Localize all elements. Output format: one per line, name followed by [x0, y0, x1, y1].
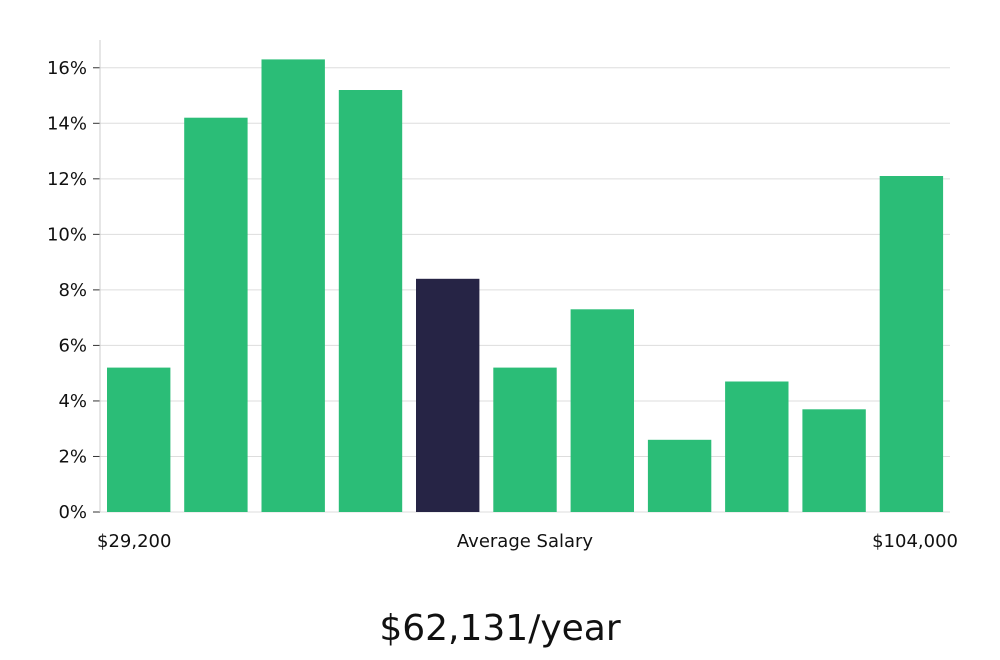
- bar: [570, 309, 634, 512]
- bars: [107, 59, 944, 513]
- bar: [338, 90, 403, 512]
- y-tick-label: 8%: [58, 280, 87, 301]
- y-tick-label: 6%: [58, 335, 87, 356]
- y-tick-label: 12%: [47, 169, 87, 190]
- x-label-average: Average Salary: [457, 531, 594, 552]
- y-tick-label: 10%: [47, 224, 87, 245]
- salary-histogram: 0% 2% 4% 6% 8% 10% 12% 14% 16% $29,200 Average S…: [47, 40, 958, 552]
- bar: [107, 367, 171, 512]
- bar: [493, 367, 557, 512]
- bar: [184, 117, 248, 512]
- y-tick-label: 16%: [47, 58, 87, 79]
- bar: [725, 381, 789, 512]
- y-axis-ticks: 0% 2% 4% 6% 8% 10% 12% 14% 16%: [47, 58, 100, 523]
- bar: [261, 59, 325, 513]
- y-tick-label: 0%: [58, 502, 87, 523]
- bar-average: [416, 278, 480, 512]
- bar: [802, 409, 866, 512]
- average-salary-value: $62,131/year: [379, 608, 621, 649]
- bar: [879, 176, 944, 512]
- bar: [647, 439, 712, 512]
- x-label-max: $104,000: [872, 531, 958, 552]
- y-tick-label: 14%: [47, 113, 87, 134]
- y-tick-label: 2%: [58, 446, 87, 467]
- x-label-min: $29,200: [97, 531, 171, 552]
- y-tick-label: 4%: [58, 391, 87, 412]
